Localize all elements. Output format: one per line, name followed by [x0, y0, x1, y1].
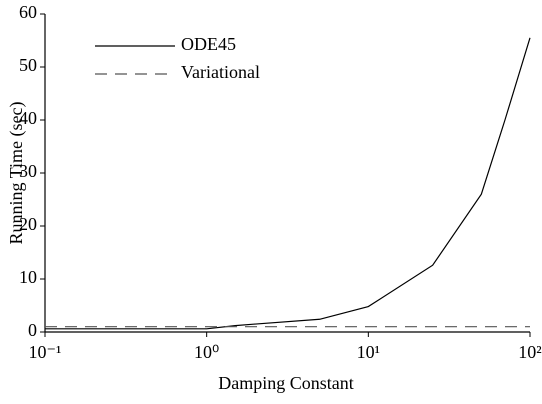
x-tick-label: 10⁰: [194, 342, 219, 362]
y-tick-label: 40: [19, 108, 37, 128]
y-tick-label: 20: [19, 214, 37, 234]
y-tick-label: 50: [19, 55, 37, 75]
x-axis-label: Damping Constant: [218, 373, 354, 393]
x-tick-label: 10¹: [357, 342, 380, 362]
y-axis-label: Running Time (sec): [6, 101, 27, 244]
x-tick-label: 10²: [518, 342, 541, 362]
y-tick-label: 30: [19, 161, 37, 181]
legend-label: Variational: [181, 62, 260, 82]
y-tick-label: 10: [19, 267, 37, 287]
line-series: [45, 37, 531, 330]
x-tick-label: 10⁻¹: [29, 342, 62, 362]
legend-label: ODE45: [181, 34, 236, 54]
y-tick-label: 60: [19, 2, 37, 22]
y-tick-label: 0: [28, 320, 37, 340]
